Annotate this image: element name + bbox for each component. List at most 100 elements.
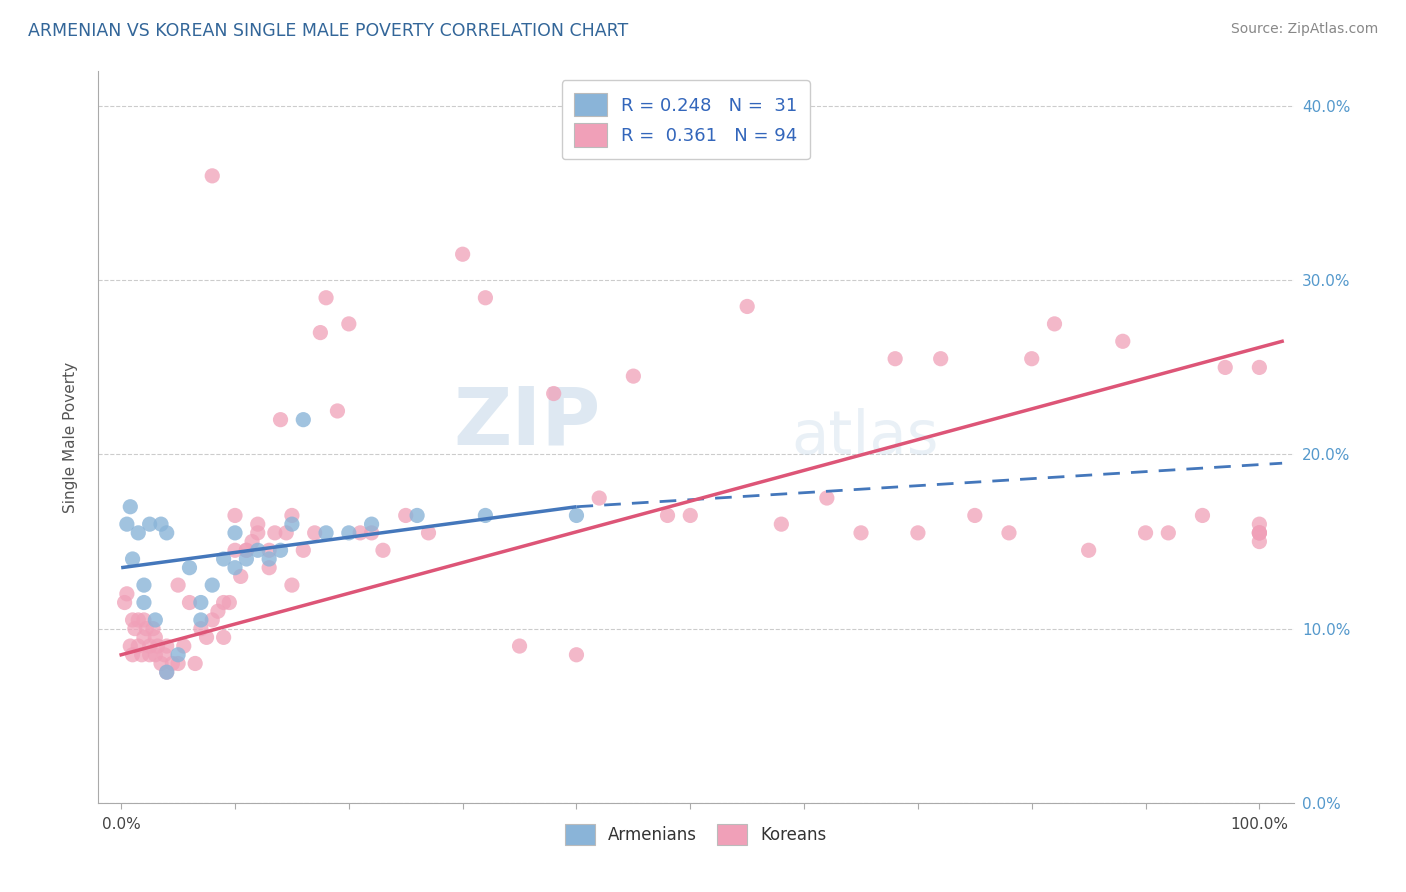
Point (127, 613, 149, 627)
Point (138, 517, 160, 532)
Point (360, 517, 382, 532)
Point (235, 543, 257, 558)
Point (127, 639, 149, 653)
Point (1157, 525, 1180, 540)
Point (156, 665, 179, 680)
Point (565, 508, 588, 523)
Point (114, 595, 136, 609)
Point (1191, 508, 1213, 523)
Point (679, 508, 702, 523)
Point (1249, 525, 1271, 540)
Point (235, 543, 257, 558)
Point (173, 639, 195, 653)
Point (212, 595, 235, 609)
Point (418, 525, 440, 540)
Point (621, 369, 644, 384)
Point (184, 657, 207, 671)
Point (224, 525, 246, 540)
Point (167, 578, 190, 592)
Point (1077, 543, 1099, 558)
Text: atlas: atlas (792, 408, 939, 467)
Point (474, 508, 496, 523)
Point (146, 639, 169, 653)
Legend: Armenians, Koreans: Armenians, Koreans (554, 812, 838, 856)
Point (326, 404, 349, 418)
Point (1112, 334, 1135, 349)
Point (849, 525, 872, 540)
Point (270, 543, 292, 558)
Point (884, 351, 907, 366)
Point (998, 525, 1021, 540)
Point (1021, 351, 1043, 366)
Point (315, 525, 337, 540)
Point (257, 560, 280, 574)
Point (1249, 360, 1271, 375)
Point (135, 622, 157, 636)
Point (132, 595, 155, 609)
Point (201, 613, 224, 627)
Point (281, 517, 304, 532)
Point (406, 508, 429, 523)
Point (588, 491, 610, 505)
Point (451, 247, 474, 261)
Point (474, 291, 496, 305)
Point (770, 517, 793, 532)
Point (246, 517, 269, 532)
Point (156, 639, 179, 653)
Point (907, 525, 929, 540)
Point (115, 517, 138, 532)
Point (360, 525, 382, 540)
Point (153, 648, 176, 662)
Point (201, 169, 224, 183)
Point (963, 508, 986, 523)
Point (270, 412, 292, 426)
Text: ZIP: ZIP (453, 384, 600, 461)
Point (138, 648, 160, 662)
Point (509, 639, 531, 653)
Point (150, 657, 173, 671)
Point (1249, 525, 1271, 540)
Point (1249, 525, 1271, 540)
Point (162, 657, 184, 671)
Point (1249, 534, 1271, 549)
Point (142, 622, 165, 636)
Point (276, 525, 298, 540)
Point (195, 631, 218, 645)
Point (349, 525, 371, 540)
Point (179, 595, 201, 609)
Point (257, 543, 280, 558)
Point (167, 657, 190, 671)
Point (143, 613, 166, 627)
Y-axis label: Single Male Poverty: Single Male Poverty (63, 361, 77, 513)
Point (218, 595, 240, 609)
Point (179, 560, 201, 574)
Point (657, 508, 679, 523)
Point (212, 552, 235, 566)
Point (150, 517, 173, 532)
Point (143, 648, 166, 662)
Point (190, 613, 212, 627)
Point (224, 543, 246, 558)
Point (246, 525, 269, 540)
Point (156, 665, 179, 680)
Point (281, 578, 304, 592)
Point (337, 525, 360, 540)
Point (131, 648, 153, 662)
Point (246, 543, 269, 558)
Point (201, 578, 224, 592)
Point (121, 552, 143, 566)
Point (132, 613, 155, 627)
Point (735, 300, 758, 314)
Point (1135, 525, 1157, 540)
Point (121, 648, 143, 662)
Text: ARMENIAN VS KOREAN SINGLE MALE POVERTY CORRELATION CHART: ARMENIAN VS KOREAN SINGLE MALE POVERTY C… (28, 22, 628, 40)
Point (156, 525, 179, 540)
Point (120, 500, 142, 514)
Point (304, 525, 326, 540)
Point (207, 604, 229, 618)
Point (337, 317, 360, 331)
Point (543, 386, 565, 401)
Point (263, 525, 285, 540)
Point (1249, 517, 1271, 532)
Point (121, 613, 143, 627)
